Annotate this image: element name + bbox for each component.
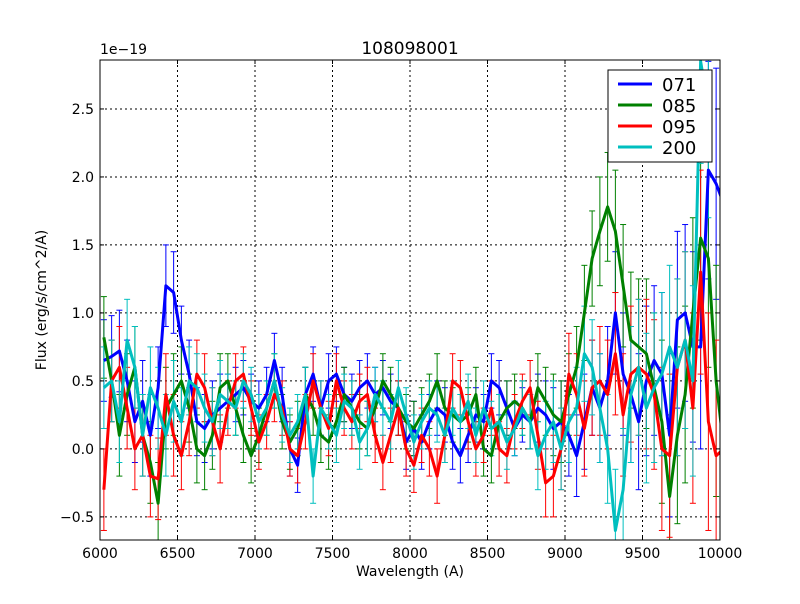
x-tick-label: 10000 bbox=[698, 546, 743, 562]
x-tick-label: 8500 bbox=[470, 546, 506, 562]
x-tick-label: 6500 bbox=[160, 546, 196, 562]
legend-label-071: 071 bbox=[662, 75, 696, 96]
y-tick-label: 0.0 bbox=[72, 442, 94, 458]
x-tick-label: 7000 bbox=[237, 546, 273, 562]
series-line-200 bbox=[102, 60, 710, 532]
x-tick-label: 7500 bbox=[315, 546, 351, 562]
y-tick-label: −0.5 bbox=[60, 510, 94, 526]
x-tick-label: 6000 bbox=[82, 546, 118, 562]
y-tick-label: 0.5 bbox=[72, 374, 94, 390]
x-tick-label: 9000 bbox=[547, 546, 583, 562]
series-line-085 bbox=[102, 205, 720, 505]
chart-title: 108098001 bbox=[361, 39, 458, 59]
y-offset-label: 1e−19 bbox=[100, 42, 147, 58]
legend-label-095: 095 bbox=[662, 117, 696, 138]
y-axis-label: Flux (erg/s/cm^2/A) bbox=[34, 230, 50, 370]
x-axis-label: Wavelength (A) bbox=[356, 564, 464, 580]
x-tick-label: 8000 bbox=[392, 546, 428, 562]
y-tick-label: 2.0 bbox=[72, 170, 94, 186]
y-tick-label: 1.5 bbox=[72, 238, 94, 254]
x-tick-label: 9500 bbox=[625, 546, 661, 562]
y-tick-label: 2.5 bbox=[72, 102, 94, 118]
legend-label-085: 085 bbox=[662, 96, 696, 117]
series-line-095 bbox=[102, 270, 720, 490]
legend-label-200: 200 bbox=[662, 138, 696, 159]
y-tick-label: 1.0 bbox=[72, 306, 94, 322]
plot-frame bbox=[99, 59, 721, 541]
